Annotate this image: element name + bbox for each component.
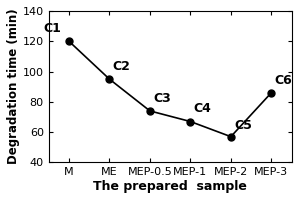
Text: C2: C2 (113, 60, 130, 73)
Text: C5: C5 (234, 119, 252, 132)
Text: C1: C1 (44, 22, 62, 35)
Text: C6: C6 (274, 74, 292, 87)
Text: C3: C3 (153, 92, 171, 105)
Text: C4: C4 (194, 102, 211, 115)
Y-axis label: Degradation time (min): Degradation time (min) (7, 9, 20, 164)
X-axis label: The prepared  sample: The prepared sample (93, 180, 247, 193)
